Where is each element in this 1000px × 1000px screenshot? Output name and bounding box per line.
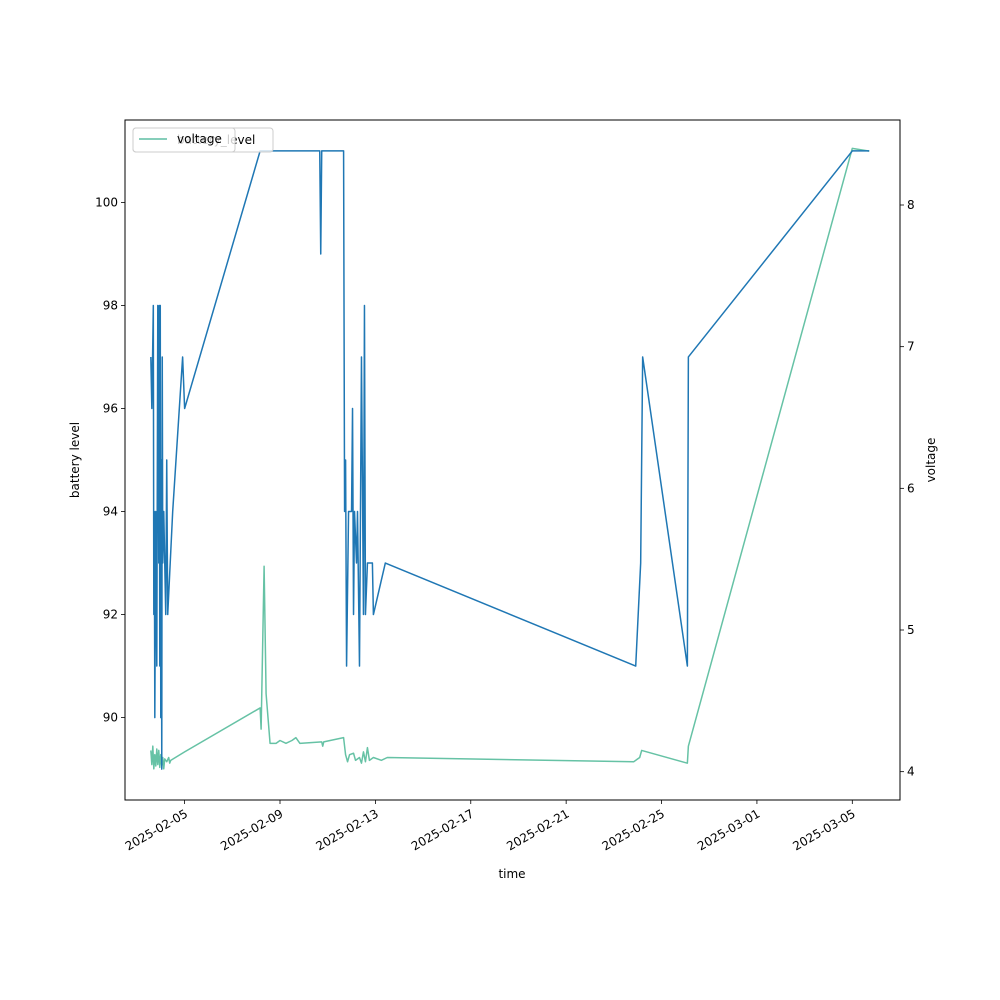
series-line-voltage bbox=[150, 147, 870, 770]
x-axis-label: time bbox=[498, 867, 525, 881]
legend-box-voltage bbox=[132, 127, 236, 153]
series-line-battery-level bbox=[150, 150, 870, 770]
y-left-tick-label: 94 bbox=[103, 505, 118, 519]
y-right-tick-label: 7 bbox=[907, 340, 915, 354]
y-left-tick-label: 90 bbox=[103, 711, 118, 725]
y-left-tick-label: 92 bbox=[103, 608, 118, 622]
series-layer bbox=[150, 147, 870, 770]
plot-frame bbox=[124, 119, 901, 801]
y-left-tick-label: 98 bbox=[103, 298, 118, 312]
y-right-tick-label: 4 bbox=[907, 765, 915, 779]
y-axis-left-ticks: 90 92 94 96 98 100 bbox=[95, 195, 125, 725]
y-axis-right-ticks: 4 5 6 7 8 bbox=[900, 198, 915, 779]
legend-label-voltage: voltage bbox=[177, 132, 222, 146]
y-right-tick-label: 5 bbox=[907, 623, 915, 637]
y-left-tick-label: 96 bbox=[103, 401, 118, 415]
y-axis-right-label: voltage bbox=[924, 438, 938, 483]
y-axis-left-label: battery level bbox=[68, 422, 82, 498]
y-left-tick-label: 100 bbox=[95, 195, 118, 209]
y-right-tick-label: 8 bbox=[907, 198, 915, 212]
y-right-tick-label: 6 bbox=[907, 481, 915, 495]
